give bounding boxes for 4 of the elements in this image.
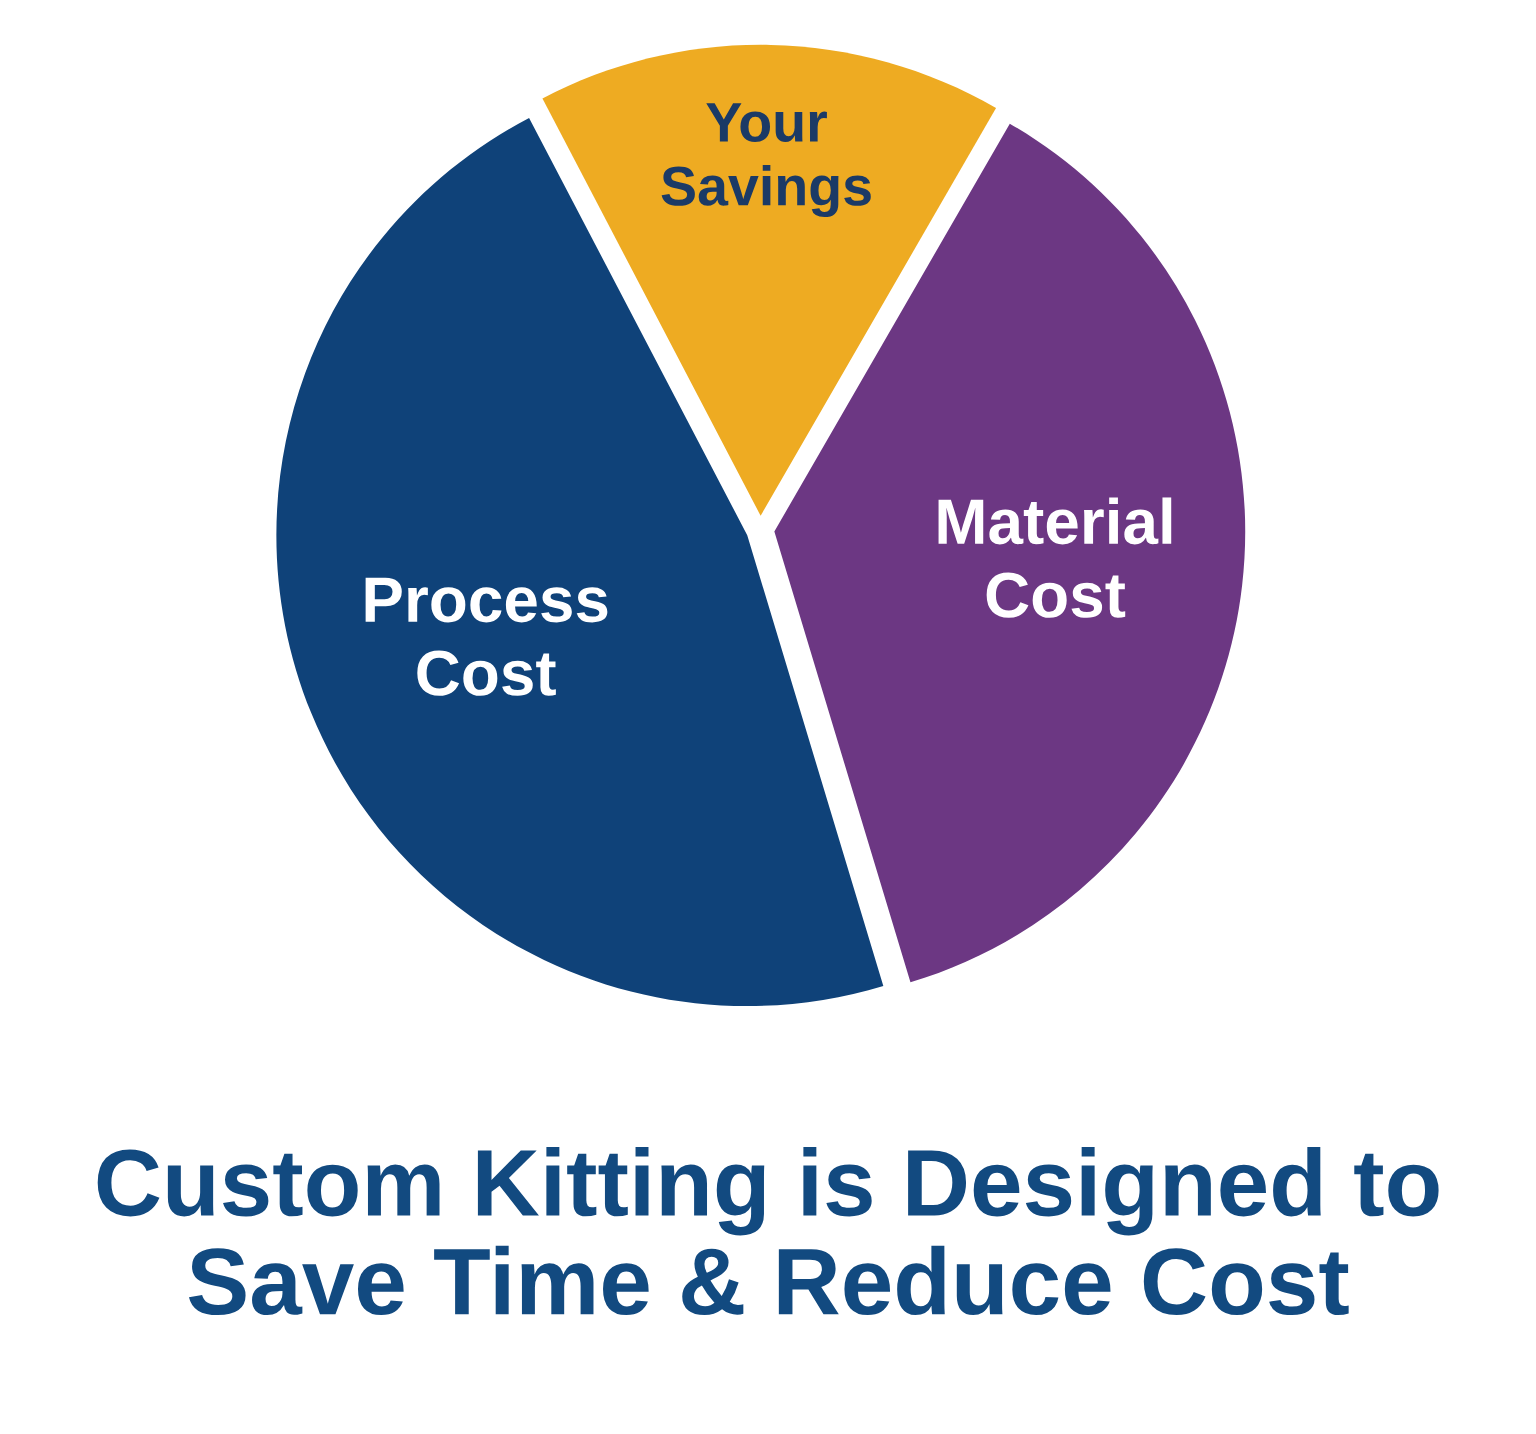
slice-label: Your Savings	[661, 103, 871, 218]
slice-label: Material Cost	[938, 497, 1172, 618]
slice-label: Process Cost	[365, 577, 608, 696]
text: Custom Kitting is Designed to Save Time & Reduce Cost	[97, 1147, 1439, 1316]
